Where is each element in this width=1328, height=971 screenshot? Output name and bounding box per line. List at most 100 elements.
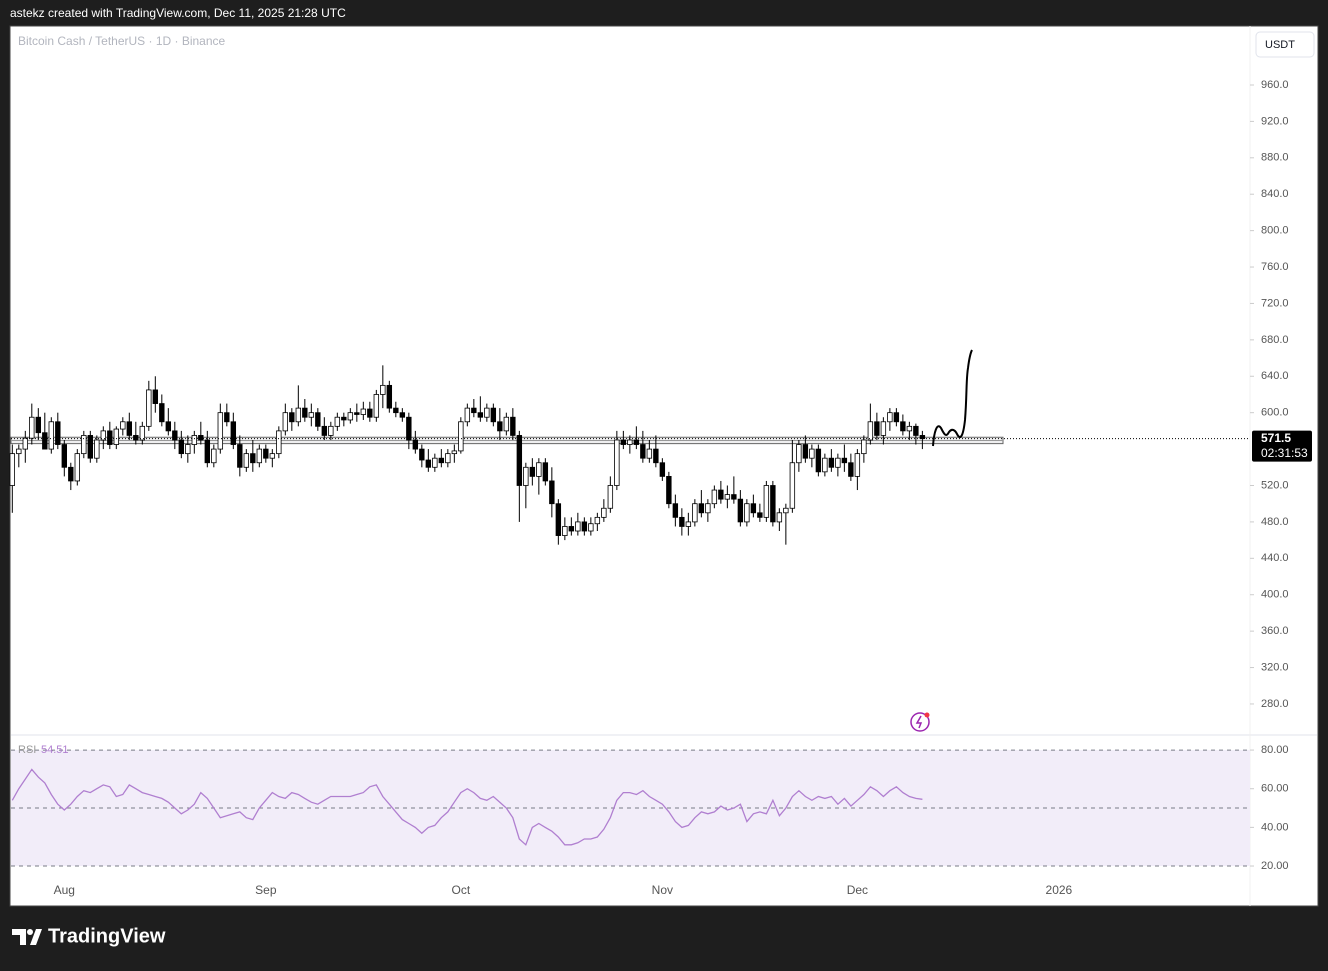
candle-body bbox=[399, 412, 406, 418]
candle-body bbox=[659, 462, 666, 477]
candle-body bbox=[139, 425, 146, 441]
price-pane: 960.0 920.0 880.0 840.0 800.0 760.0 720.0 680.0… bbox=[9, 79, 1312, 897]
candle-body bbox=[159, 403, 165, 423]
alert-icon[interactable] bbox=[910, 712, 930, 732]
candle-body bbox=[575, 521, 581, 532]
candle-body bbox=[471, 407, 477, 414]
rsi-line bbox=[11, 768, 923, 846]
candle-body bbox=[120, 421, 126, 430]
candle-body bbox=[165, 421, 172, 432]
candle-body bbox=[627, 439, 633, 445]
candle-body bbox=[458, 421, 464, 452]
candle-body bbox=[581, 521, 588, 532]
candle-body bbox=[809, 448, 815, 459]
candle-body bbox=[607, 485, 614, 509]
candle-body bbox=[445, 453, 451, 464]
candle-body bbox=[419, 448, 425, 461]
candle-body bbox=[243, 453, 250, 468]
candle-body bbox=[919, 435, 926, 440]
candle-body bbox=[256, 448, 263, 464]
footer-logo: TradingView bbox=[12, 925, 166, 947]
candle-body bbox=[718, 489, 724, 500]
candle-body bbox=[406, 416, 412, 441]
candle-body bbox=[588, 523, 594, 532]
y-tick-label: 800.0 bbox=[1261, 225, 1289, 237]
candle-body bbox=[614, 439, 620, 486]
candle-body bbox=[906, 425, 913, 432]
candle-body bbox=[55, 421, 61, 445]
alert-bolt bbox=[915, 715, 923, 729]
candle-body bbox=[81, 435, 87, 455]
candle-body bbox=[48, 421, 55, 450]
candle-body bbox=[113, 428, 120, 445]
candle-body bbox=[172, 430, 178, 441]
candle-body bbox=[815, 448, 822, 473]
candle-body bbox=[516, 435, 523, 486]
candle-body bbox=[393, 407, 399, 414]
header: astekz created with TradingView.com, Dec… bbox=[10, 6, 346, 20]
rsi-tick-label: 40.00 bbox=[1261, 821, 1289, 833]
candle-body bbox=[594, 516, 601, 525]
x-tick-label: 2026 bbox=[1046, 883, 1073, 897]
candle-body bbox=[757, 512, 763, 518]
candle-body bbox=[68, 466, 74, 482]
y-tick-label: 440.0 bbox=[1261, 552, 1289, 564]
candle-body bbox=[295, 407, 302, 423]
candle-body bbox=[29, 416, 35, 439]
x-tick-label: Oct bbox=[452, 883, 471, 897]
candle-body bbox=[347, 412, 354, 421]
candle-body bbox=[107, 430, 113, 445]
rsi-value: 54.51 bbox=[41, 744, 69, 756]
candle-body bbox=[308, 412, 315, 418]
candle-body bbox=[386, 384, 393, 409]
candle-body bbox=[835, 457, 841, 468]
y-tick-label: 640.0 bbox=[1261, 370, 1289, 382]
candle-body bbox=[373, 394, 380, 418]
currency: USDT bbox=[1265, 39, 1295, 51]
candle-body bbox=[822, 457, 828, 473]
candle-body bbox=[887, 412, 893, 423]
candle-body bbox=[711, 489, 718, 505]
y-tick-label: 880.0 bbox=[1261, 152, 1289, 164]
y-tick-label: 760.0 bbox=[1261, 261, 1289, 273]
candle-body bbox=[874, 421, 880, 436]
symbol-title: Bitcoin Cash / TetherUS · 1D · Binance bbox=[18, 34, 226, 48]
x-tick-label: Aug bbox=[54, 883, 75, 897]
candle-body bbox=[425, 459, 432, 468]
logo-mark bbox=[12, 929, 42, 945]
candle-body bbox=[380, 384, 386, 395]
candle-body bbox=[412, 439, 419, 450]
candle-body bbox=[94, 439, 100, 459]
candle-body bbox=[828, 457, 835, 468]
candle-body bbox=[601, 507, 607, 518]
candle-body bbox=[289, 412, 295, 423]
candle-body bbox=[477, 412, 484, 418]
candle-body bbox=[269, 453, 276, 459]
candle-body bbox=[646, 448, 653, 459]
candle-body bbox=[848, 462, 854, 477]
candle-body bbox=[640, 444, 646, 459]
candle-body bbox=[536, 462, 542, 477]
currency-button[interactable] bbox=[1255, 31, 1315, 58]
candle-body bbox=[178, 439, 185, 455]
candle-body bbox=[555, 503, 562, 536]
candle-body bbox=[87, 435, 94, 459]
candle-body bbox=[341, 416, 347, 421]
candle-body bbox=[191, 435, 198, 445]
y-tick-label: 600.0 bbox=[1261, 407, 1289, 419]
candle-body bbox=[731, 494, 737, 500]
candle-body bbox=[100, 430, 107, 441]
candle-body bbox=[328, 425, 334, 436]
candle-body bbox=[737, 498, 744, 523]
candle-body bbox=[237, 444, 243, 468]
candle-body bbox=[724, 494, 731, 500]
last-price-box bbox=[1252, 430, 1312, 462]
y-tick-label: 280.0 bbox=[1261, 698, 1289, 710]
candle-body bbox=[880, 421, 887, 436]
candle-body bbox=[224, 412, 230, 423]
candle-body bbox=[529, 466, 536, 477]
countdown: 02:31:53 bbox=[1261, 446, 1308, 460]
candle-body bbox=[705, 503, 711, 514]
